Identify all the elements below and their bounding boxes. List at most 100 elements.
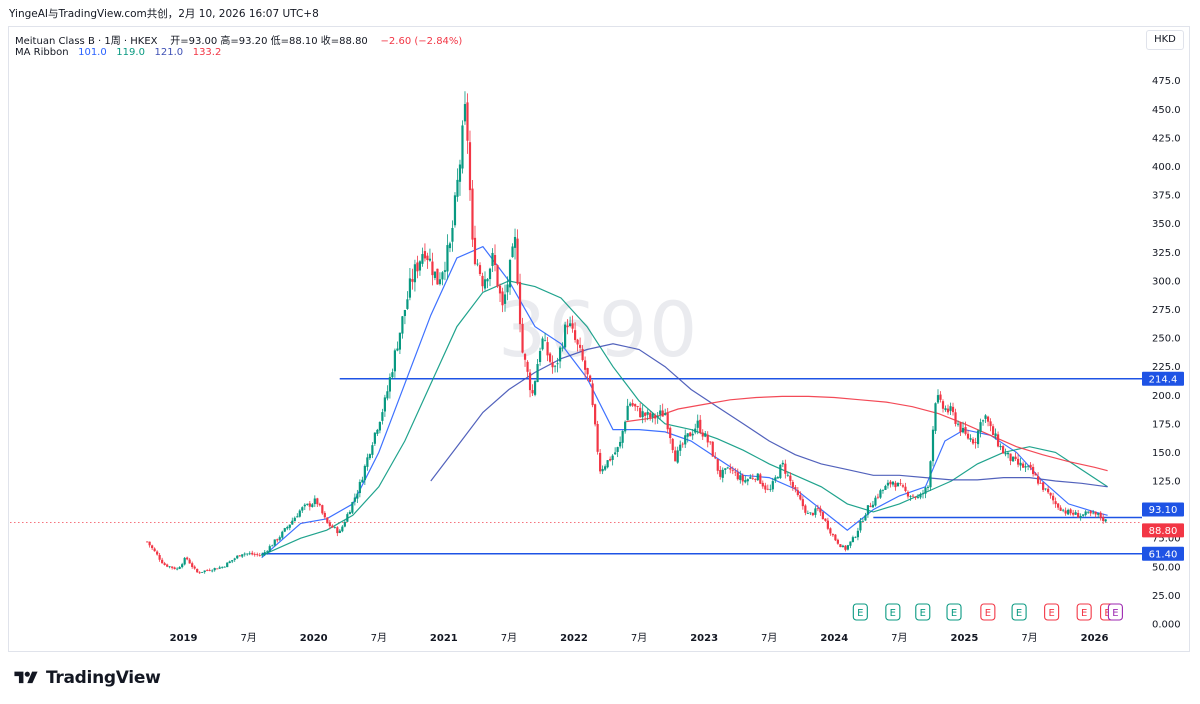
candle-body	[523, 354, 527, 360]
candle-body	[701, 432, 704, 437]
candle-body	[361, 479, 364, 483]
candle-body	[891, 481, 895, 485]
candle-body	[841, 545, 844, 548]
candle-body	[926, 486, 930, 488]
candle-body	[146, 541, 149, 543]
candle-body	[426, 255, 429, 261]
candle-body	[516, 238, 519, 284]
candle-body	[1052, 495, 1055, 501]
x-tick-label: 7月	[371, 632, 387, 644]
candle-body	[606, 460, 609, 468]
candle-body	[744, 480, 747, 483]
price-axis-label-text: 88.80	[1149, 526, 1178, 537]
candle-body	[1034, 473, 1037, 476]
candle-body	[754, 479, 757, 480]
candle-body	[846, 545, 850, 550]
candle-body	[966, 433, 970, 439]
candle-body	[188, 559, 191, 564]
candle-body	[173, 567, 176, 570]
candle-body	[971, 439, 975, 444]
tradingview-logo[interactable]: TradingView	[12, 668, 161, 688]
candle-body	[974, 442, 977, 443]
candle-body	[1067, 509, 1070, 515]
candle-body	[589, 375, 592, 382]
candle-body	[774, 477, 777, 481]
candle-body	[724, 468, 727, 470]
candle-body	[431, 261, 434, 276]
candle-body	[809, 512, 812, 514]
symbol-name[interactable]: Meituan Class B · 1周 · HKEX	[15, 36, 158, 47]
candle-body	[336, 527, 339, 534]
candle-body	[316, 498, 319, 505]
candle-body	[456, 179, 459, 197]
candle-body	[746, 479, 749, 482]
candle-body	[308, 503, 311, 507]
candle-body	[198, 572, 201, 574]
candle-body	[839, 544, 842, 548]
candle-body	[666, 413, 669, 430]
ma-value-3: 121.0	[154, 47, 184, 58]
symbol-legend[interactable]: Meituan Class B · 1周 · HKEX 开=93.00 高=93…	[15, 32, 462, 47]
candle-body	[831, 534, 834, 536]
y-tick-label: 425.0	[1152, 133, 1181, 144]
candle-body	[263, 552, 266, 555]
candle-body	[916, 496, 920, 498]
ma-ribbon-legend[interactable]: MA Ribbon 101.0 119.0 121.0 133.2	[15, 47, 221, 58]
candle-body	[438, 279, 442, 285]
currency-button[interactable]: HKD	[1146, 30, 1184, 50]
y-tick-label: 375.0	[1152, 191, 1181, 202]
candle-body	[221, 566, 224, 568]
candle-body	[674, 450, 677, 462]
candle-body	[378, 421, 381, 431]
candle-body	[859, 521, 862, 531]
candle-body	[218, 567, 221, 569]
candle-body	[546, 342, 549, 356]
candle-body	[176, 568, 179, 570]
candle-body	[654, 415, 657, 419]
candle-body	[513, 236, 517, 248]
candle-body	[821, 512, 824, 520]
candle-body	[1032, 466, 1035, 475]
candle-body	[243, 553, 246, 555]
candle-body	[471, 188, 474, 240]
candle-body	[338, 530, 341, 533]
candle-body	[751, 477, 754, 479]
candle-body	[836, 539, 839, 544]
ohlc-values: 开=93.00 高=93.20 低=88.10 收=88.80	[170, 36, 368, 47]
candle-body	[531, 390, 534, 394]
candle-body	[1099, 512, 1102, 518]
candle-body	[721, 469, 724, 478]
y-tick-label: 325.0	[1152, 248, 1181, 259]
y-tick-label: 250.0	[1152, 334, 1181, 345]
x-tick-label: 2024	[820, 633, 848, 644]
candle-body	[624, 421, 627, 432]
candle-body	[1039, 482, 1042, 484]
candle-body	[1019, 462, 1022, 466]
y-tick-label: 75.00	[1152, 534, 1181, 545]
candle-body	[1021, 463, 1025, 468]
earnings-badge-label: E	[1081, 608, 1087, 619]
candle-body	[171, 566, 174, 568]
candle-body	[196, 568, 199, 573]
candle-body	[686, 433, 689, 437]
candle-body	[561, 347, 564, 349]
tradingview-logo-icon	[14, 671, 38, 684]
candle-body	[1062, 509, 1065, 511]
candle-body	[791, 481, 794, 488]
candle-body	[944, 408, 947, 411]
candle-body	[291, 520, 294, 525]
earnings-badge-label: E	[890, 608, 896, 619]
ma-ribbon-label[interactable]: MA Ribbon	[15, 47, 69, 58]
candle-body	[371, 445, 374, 455]
candle-body	[481, 275, 484, 287]
candle-body	[253, 554, 256, 556]
candle-body	[498, 285, 502, 294]
candle-body	[894, 482, 897, 488]
candle-body	[616, 447, 619, 452]
candle-body	[914, 496, 917, 498]
candle-body	[348, 511, 351, 515]
candle-body	[208, 570, 211, 571]
candle-body	[1069, 509, 1072, 514]
candle-body	[1072, 512, 1075, 515]
